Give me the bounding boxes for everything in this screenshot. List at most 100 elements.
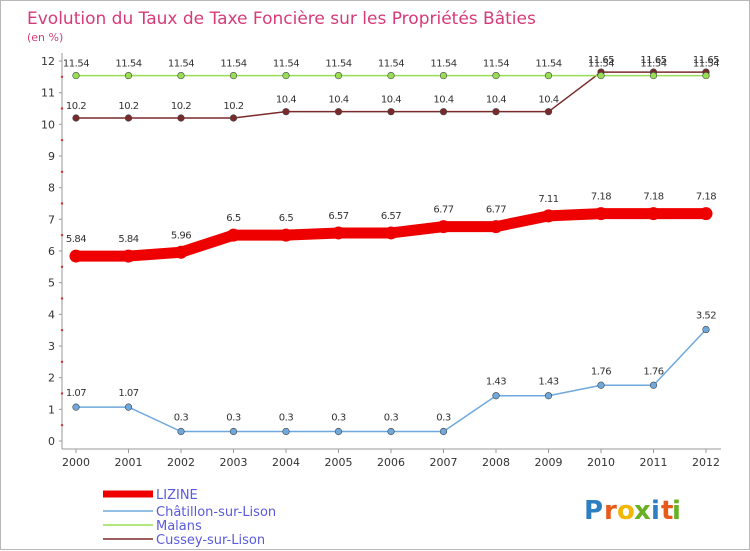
data-label: 0.3: [226, 413, 241, 424]
data-label: 11.54: [430, 59, 456, 70]
data-label: 1.07: [118, 388, 138, 399]
legend-label: Châtillon-sur-Lison: [156, 505, 276, 520]
y-tick-label: 8: [48, 182, 55, 195]
y-minor-tick: [60, 328, 64, 332]
data-label: 7.18: [643, 192, 663, 203]
x-tick-label: 2000: [62, 456, 90, 469]
data-point: [647, 207, 660, 221]
logo-letter: i: [672, 496, 681, 526]
logo-letter: P: [584, 496, 603, 526]
y-tick-label: 0: [48, 435, 55, 448]
legend-label: Malans: [156, 519, 202, 534]
data-label: 1.43: [538, 377, 558, 388]
data-label: 11.54: [693, 59, 719, 70]
data-label: 1.76: [643, 366, 663, 377]
data-label: 1.07: [66, 388, 86, 399]
data-point: [229, 427, 238, 436]
chart-subtitle: (en %): [27, 31, 63, 44]
data-point: [649, 71, 658, 80]
y-minor-tick: [60, 297, 64, 300]
legend-label: Cussey-sur-Lison: [156, 533, 265, 548]
data-label: 6.77: [486, 205, 506, 216]
data-point: [332, 226, 345, 240]
x-tick-label: 2010: [587, 456, 615, 469]
data-label: 10.4: [276, 95, 296, 106]
x-tick-label: 2005: [325, 456, 353, 469]
x-tick-label: 2003: [220, 456, 248, 469]
data-label: 10.4: [328, 95, 348, 106]
y-tick-label: 12: [41, 55, 55, 68]
data-label: 11.65: [588, 55, 614, 66]
data-point: [282, 71, 290, 80]
data-label: 5.84: [66, 234, 86, 245]
logo-letter: t: [661, 496, 673, 526]
logo-letter: i: [651, 496, 660, 526]
y-tick-label: 10: [41, 118, 55, 131]
series-1: 1.07 1.07 0.3 0.3 0.3 0.3 0.3 0.3 1.43 1.43 1.76 1.…: [66, 311, 717, 436]
y-tick-label: 3: [48, 340, 55, 353]
data-label: 7.18: [591, 192, 611, 203]
data-label: 1.43: [486, 377, 506, 388]
data-label: 5.84: [118, 234, 138, 245]
data-point: [72, 71, 80, 80]
y-tick-label: 9: [48, 150, 55, 163]
data-label: 10.2: [171, 101, 191, 112]
data-point: [492, 108, 500, 116]
data-point: [124, 403, 133, 411]
x-tick-label: 2002: [167, 456, 195, 469]
series-0: 5.84 5.84 5.96 6.5 6.5 6.57 6.57 6.77 6.77 7.11 7.…: [66, 192, 717, 263]
x-tick-label: 2006: [377, 456, 405, 469]
data-label: 0.3: [279, 413, 294, 424]
data-label: 10.2: [118, 101, 138, 112]
series-2: 11.54 11.54 11.54 11.54 11.54 11.54 11.54 11.54…: [63, 59, 720, 80]
x-tick-label: 2012: [692, 456, 720, 469]
data-label: 10.2: [66, 101, 86, 112]
data-point: [439, 427, 448, 436]
y-minor-tick: [60, 392, 64, 395]
y-tick-label: 2: [48, 372, 55, 385]
data-label: 6.57: [381, 211, 401, 222]
data-point: [177, 71, 185, 80]
data-label: 11.54: [220, 59, 246, 70]
data-point: [597, 71, 605, 80]
data-point: [384, 226, 398, 240]
data-point: [69, 249, 83, 263]
data-label: 7.11: [538, 194, 558, 205]
y-minor-tick: [60, 360, 64, 364]
y-minor-tick: [60, 170, 64, 174]
data-label: 10.4: [381, 95, 401, 106]
legend: LIZINE Châtillon-sur-LisonMalansCussey-su…: [103, 488, 276, 548]
data-point: [702, 325, 710, 334]
y-tick-label: 4: [48, 308, 55, 321]
data-label: 0.3: [436, 413, 451, 424]
data-label: 11.54: [325, 59, 351, 70]
y-tick-label: 11: [41, 87, 55, 100]
data-label: 11.54: [273, 59, 299, 70]
data-point: [439, 71, 448, 80]
data-label: 11.54: [378, 59, 404, 70]
data-label: 7.18: [696, 192, 716, 203]
data-point: [387, 427, 395, 436]
data-label: 10.4: [486, 95, 506, 106]
data-point: [544, 108, 553, 116]
x-tick-label: 2004: [272, 456, 300, 469]
data-label: 11.54: [168, 59, 194, 70]
data-label: 6.57: [328, 211, 348, 222]
y-minor-tick: [60, 423, 64, 427]
y-minor-tick: [60, 107, 64, 110]
data-point: [124, 114, 133, 122]
data-point: [702, 71, 710, 80]
data-point: [544, 392, 553, 400]
x-tick-label: 2011: [640, 456, 668, 469]
data-point: [437, 220, 450, 234]
x-tick-label: 2007: [430, 456, 458, 469]
data-label: 1.76: [591, 366, 611, 377]
data-point: [177, 114, 185, 122]
data-point: [174, 245, 188, 259]
data-point: [282, 427, 290, 436]
data-point: [282, 108, 290, 116]
data-point: [439, 108, 448, 116]
